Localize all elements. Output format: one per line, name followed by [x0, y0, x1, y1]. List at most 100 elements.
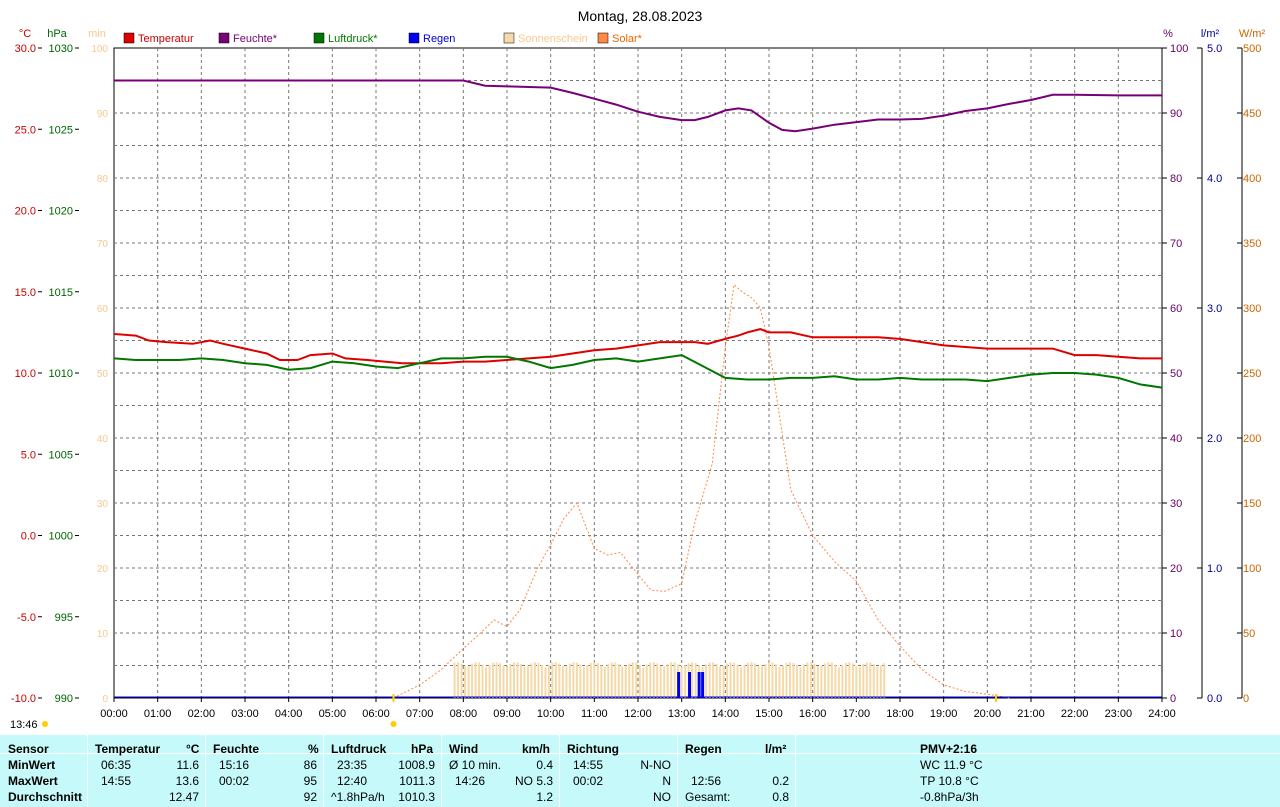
minutes-tick-label: 100	[91, 44, 108, 55]
humidity-tick-label: 0	[1170, 693, 1176, 705]
x-tick-label: 23:00	[1105, 708, 1133, 720]
temp-tick-label: 10.0	[15, 368, 36, 380]
temp-tick-label: 15.0	[15, 287, 36, 299]
header-wind: Wind	[449, 742, 479, 756]
max-rain-time: 12:56	[691, 774, 722, 788]
min-wind-value: 0.4	[536, 758, 553, 772]
legend-label: Solar*	[612, 33, 643, 45]
pressure-tick-label: 1000	[49, 531, 73, 543]
min-hum-time: 15:16	[219, 758, 250, 772]
row-label-avg: Durchschnitt	[8, 790, 83, 804]
temp-tick-label: -10.0	[11, 693, 36, 705]
minutes-tick-label: 90	[97, 109, 109, 120]
sunrise-dot	[390, 721, 397, 727]
header-humidity-unit: %	[308, 742, 319, 756]
humidity-line	[114, 79, 1162, 133]
legend-swatch	[597, 32, 609, 44]
solar-tick-label: 300	[1243, 303, 1261, 315]
pmv-wc: WC 11.9 °C	[920, 758, 983, 772]
legend-swatch	[503, 32, 515, 44]
pressure-line	[113, 354, 1163, 389]
max-temp-time: 14:55	[101, 774, 132, 788]
header-sensor: Sensor	[8, 742, 49, 756]
min-temp-time: 06:35	[101, 758, 132, 772]
x-tick-label: 19:00	[930, 708, 958, 720]
legend-label: Temperatur	[138, 33, 194, 45]
solar-tick-label: 200	[1243, 433, 1261, 445]
row-label-max: MaxWert	[8, 774, 58, 788]
x-tick-label: 15:00	[755, 708, 783, 720]
pressure-trend-3h: -0.8hPa/3h	[920, 790, 979, 804]
x-tick-label: 09:00	[493, 708, 521, 720]
solar-tick-label: 400	[1243, 173, 1261, 185]
temp-unit-label: °C	[19, 28, 31, 40]
max-press-time: 12:40	[337, 774, 368, 788]
x-tick-label: 18:00	[886, 708, 914, 720]
rain-bars	[114, 672, 1162, 698]
line-series	[113, 79, 1163, 389]
x-tick-label: 20:00	[974, 708, 1002, 720]
rain-total-value: 0.8	[772, 790, 789, 804]
solar-tick-label: 50	[1243, 628, 1255, 640]
pressure-tick-label: 1010	[49, 368, 73, 380]
humidity-tick-label: 30	[1170, 498, 1182, 510]
solar-tick-label: 0	[1243, 693, 1249, 705]
solar-tick-label: 100	[1243, 563, 1261, 575]
pressure-tick-label: 1025	[49, 124, 73, 136]
pressure-tick-label: 1030	[49, 43, 73, 55]
min-press-value: 1008.9	[398, 758, 435, 772]
humidity-tick-label: 50	[1170, 368, 1182, 380]
max-temp-value: 13.6	[175, 774, 199, 788]
legend-label: Feuchte*	[233, 33, 278, 45]
solar-tick-label: 350	[1243, 238, 1261, 250]
x-tick-label: 04:00	[275, 708, 303, 720]
avg-wind-value: 1.2	[536, 790, 553, 804]
header-pressure-unit: hPa	[411, 742, 434, 756]
rain-bar	[688, 672, 692, 698]
x-tick-label: 17:00	[843, 708, 871, 720]
max-hum-value: 95	[303, 774, 317, 788]
x-tick-label: 01:00	[144, 708, 172, 720]
minutes-unit-label: min	[88, 28, 106, 40]
temp-tick-label: 30.0	[15, 43, 36, 55]
minutes-tick-label: 70	[97, 239, 109, 250]
x-tick-label: 10:00	[537, 708, 565, 720]
min-dir-value: N-NO	[640, 758, 671, 772]
chart-title: Montag, 28.08.2023	[578, 8, 703, 24]
now-dot	[42, 721, 48, 727]
rain-tick-label: 0.0	[1207, 693, 1222, 705]
header-rain: Regen	[685, 742, 722, 756]
rain-tick-label: 1.0	[1207, 563, 1222, 575]
max-dir-value: N	[662, 774, 671, 788]
header-rain-unit: l/m²	[765, 742, 787, 756]
max-hum-time: 00:02	[219, 774, 250, 788]
pmv-tp: TP 10.8 °C	[920, 774, 979, 788]
min-wind-time: Ø 10 min.	[449, 758, 502, 772]
minutes-tick-label: 20	[97, 564, 109, 575]
minutes-tick-label: 80	[97, 174, 109, 185]
pressure-tick-label: 1005	[49, 449, 73, 461]
x-tick-label: 08:00	[450, 708, 478, 720]
rain-tick-label: 5.0	[1207, 43, 1222, 55]
minutes-tick-label: 10	[97, 629, 109, 640]
pressure-tick-label: 995	[55, 612, 73, 624]
x-tick-label: 21:00	[1017, 708, 1045, 720]
rain-unit-label: l/m²	[1201, 28, 1220, 40]
pressure-unit-label: hPa	[47, 28, 67, 40]
weather-chart: Montag, 28.08.2023 °C hPa min% l/m² W/m² 30.0…	[10, 8, 1265, 731]
max-wind-time: 14:26	[455, 774, 486, 788]
rain-tick-label: 3.0	[1207, 303, 1222, 315]
x-tick-label: 13:00	[668, 708, 696, 720]
min-press-time: 23:35	[337, 758, 368, 772]
temp-tick-label: 20.0	[15, 206, 36, 218]
minutes-tick-label: 0	[102, 694, 108, 705]
solar-tick-label: 450	[1243, 108, 1261, 120]
statistics-table: Sensor Temperatur °C Feuchte % Luftdruck…	[0, 735, 1280, 807]
humidity-tick-label: 60	[1170, 303, 1182, 315]
max-wind-value: NO 5.3	[514, 774, 553, 788]
header-direction: Richtung	[567, 742, 619, 756]
humidity-tick-label: 20	[1170, 563, 1182, 575]
x-tick-label: 02:00	[188, 708, 216, 720]
rain-bar	[677, 672, 681, 698]
header-pressure: Luftdruck	[331, 742, 387, 756]
